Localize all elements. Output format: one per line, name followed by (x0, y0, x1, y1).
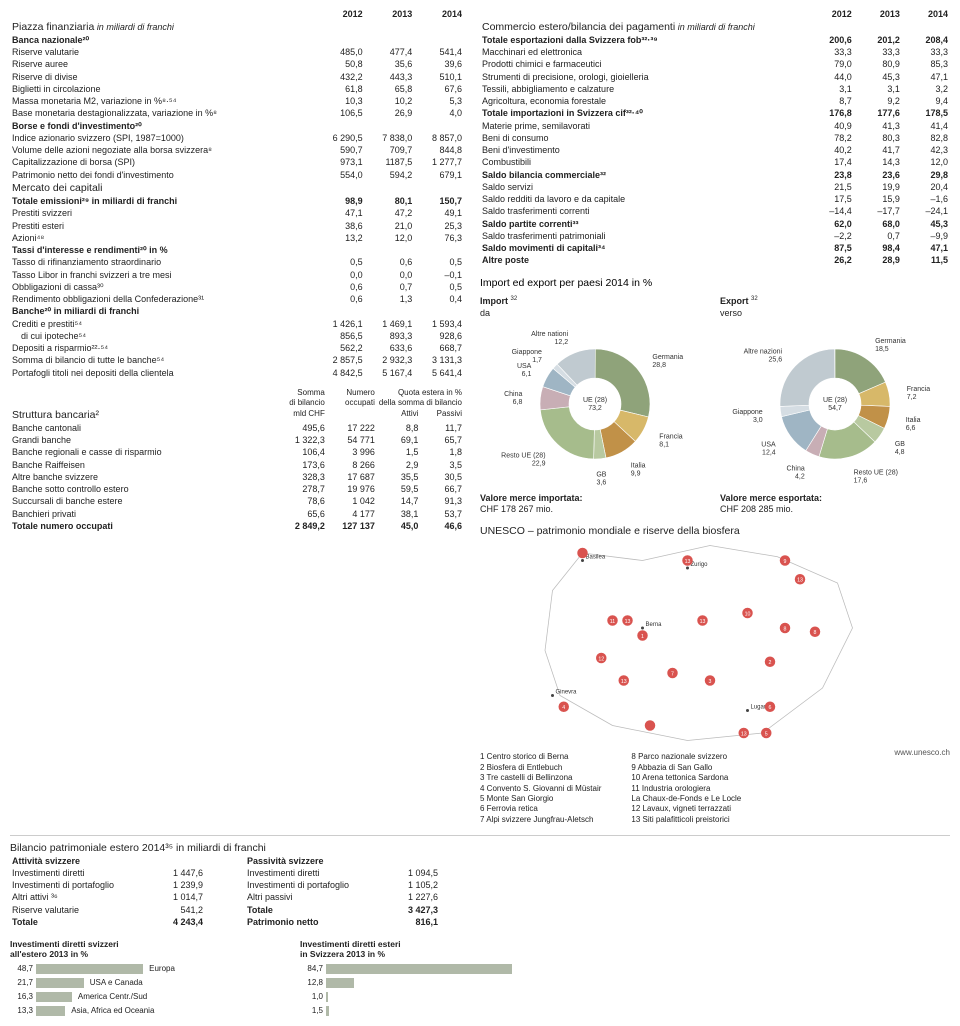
svg-text:Germania18,5: Germania18,5 (875, 338, 906, 353)
svg-text:Francia7,2: Francia7,2 (907, 386, 930, 401)
svg-text:1: 1 (641, 634, 644, 640)
svg-text:5: 5 (765, 732, 768, 738)
piazza-table: 201220132014 Piazza finanziaria in milia… (10, 8, 464, 379)
svg-text:UE (28)73,2: UE (28)73,2 (583, 397, 607, 412)
svg-text:12: 12 (598, 657, 604, 663)
barcharts: Investimenti diretti svizzeriall'estero … (10, 939, 950, 1018)
svg-text:UE (28)54,7: UE (28)54,7 (823, 397, 847, 412)
svg-text:Basilea: Basilea (586, 555, 606, 561)
svg-text:4: 4 (562, 705, 565, 711)
svg-text:11: 11 (610, 619, 616, 625)
svg-text:Italia6,6: Italia6,6 (906, 417, 921, 432)
svg-text:Italia9,9: Italia9,9 (631, 462, 646, 477)
svg-text:Berna: Berna (646, 622, 663, 628)
svg-text:7: 7 (671, 672, 674, 678)
svg-text:Giappone1,7: Giappone1,7 (512, 349, 542, 364)
passivita-table: Passività svizzere Investimenti diretti1… (245, 855, 440, 929)
struttura-table: Sommadi bilancio Numerooccupati Quota es… (10, 387, 464, 532)
svg-text:6: 6 (769, 705, 772, 711)
svg-text:Altre nazioni25,6: Altre nazioni25,6 (744, 348, 783, 363)
svg-text:USA12,4: USA12,4 (761, 441, 776, 456)
svg-text:Ginevra: Ginevra (556, 690, 578, 696)
svg-text:3: 3 (709, 679, 712, 685)
svg-text:China4,2: China4,2 (786, 465, 804, 480)
svg-text:13: 13 (625, 619, 631, 625)
commercio-table: 201220132014 Commercio estero/bilancia d… (480, 8, 950, 267)
svg-text:GB3,6: GB3,6 (596, 471, 606, 486)
bilancio-section: Bilancio patrimoniale estero 2014³⁵ in m… (10, 835, 950, 1018)
svg-text:8: 8 (814, 630, 817, 636)
attivita-table: Attività svizzere Investimenti diretti1 … (10, 855, 205, 929)
svg-text:13: 13 (797, 578, 803, 584)
bar-chart-2: Investimenti diretti esteriin Svizzera 2… (300, 939, 560, 1018)
pie-row: Import 32da Germania28,8Francia8,1Italia… (480, 296, 950, 515)
svg-text:9: 9 (784, 559, 787, 565)
pies-title: Import ed export per paesi 2014 in % (480, 277, 950, 290)
unesco-link[interactable]: www.unesco.ch (894, 748, 950, 825)
svg-text:Giappone3,0: Giappone3,0 (732, 409, 762, 424)
unesco-section: UNESCO – patrimonio mondiale e riserve d… (480, 525, 950, 825)
svg-text:13: 13 (700, 619, 706, 625)
svg-text:13: 13 (741, 732, 747, 738)
svg-text:2: 2 (769, 660, 772, 666)
left-column: 201220132014 Piazza finanziaria in milia… (10, 8, 464, 825)
svg-text:13: 13 (685, 559, 691, 565)
svg-text:13: 13 (621, 679, 627, 685)
right-column: 201220132014 Commercio estero/bilancia d… (480, 8, 950, 825)
svg-text:USA6,1: USA6,1 (517, 363, 532, 378)
svg-text:8: 8 (784, 627, 787, 633)
bar-chart-1: Investimenti diretti svizzeriall'estero … (10, 939, 270, 1018)
svg-text:Altre nationi12,2: Altre nationi12,2 (531, 331, 568, 346)
svg-text:GB4,8: GB4,8 (895, 441, 905, 456)
svg-text:Resto UE (28)17,6: Resto UE (28)17,6 (854, 469, 898, 484)
import-pie: Import 32da Germania28,8Francia8,1Italia… (480, 296, 710, 515)
svg-text:Francia8,1: Francia8,1 (659, 433, 682, 448)
svg-text:Resto UE (28)22,9: Resto UE (28)22,9 (501, 452, 545, 467)
svg-text:China6,8: China6,8 (504, 391, 522, 406)
svg-text:Germania28,8: Germania28,8 (652, 354, 683, 369)
svg-text:Zurigo: Zurigo (691, 562, 709, 568)
svg-text:10: 10 (745, 612, 751, 618)
export-pie: Export 32verso Germania18,5Francia7,2Ita… (720, 296, 950, 515)
